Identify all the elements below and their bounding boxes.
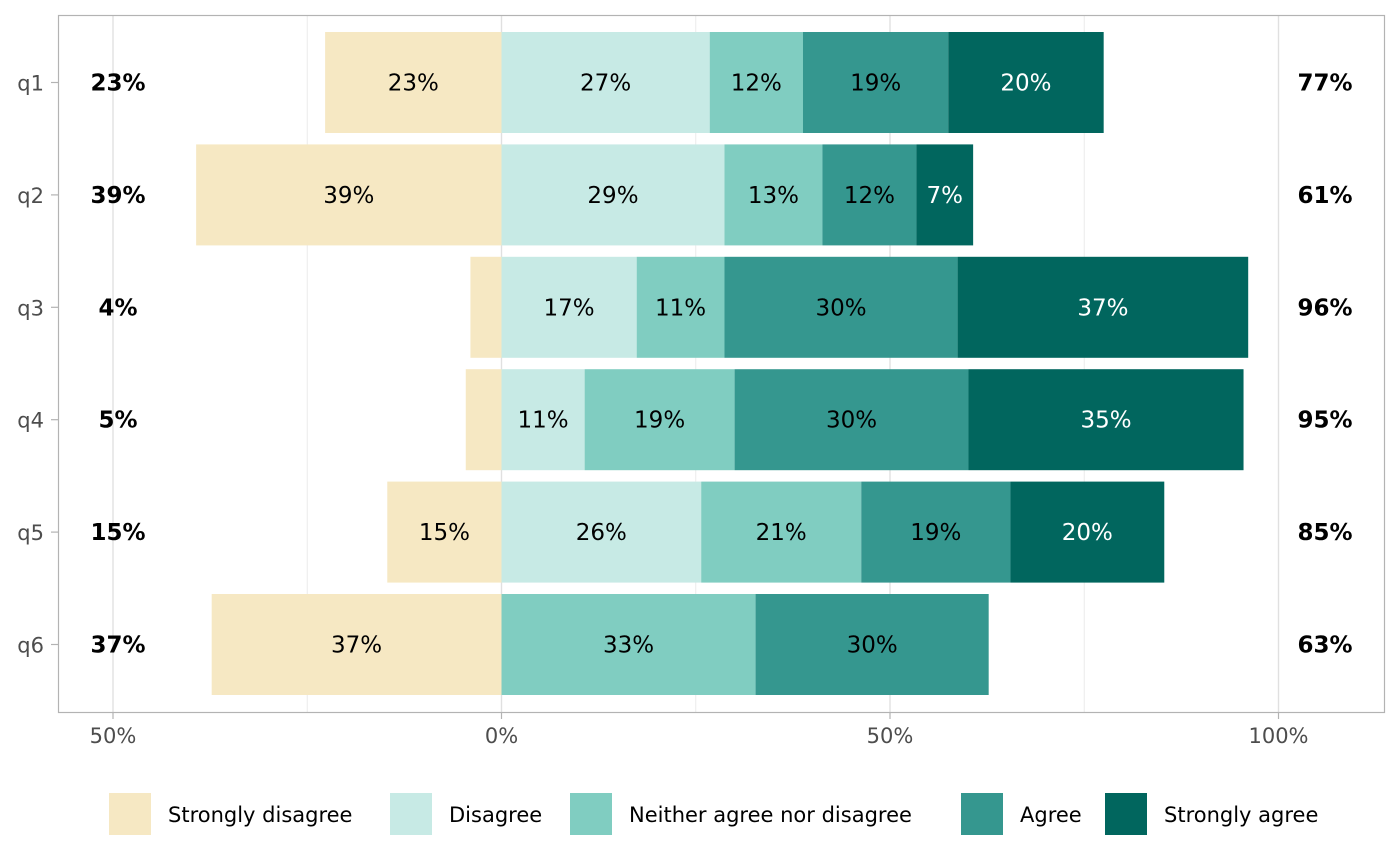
segment-value-label: 13% (748, 183, 799, 209)
segment-value-label: 27% (580, 71, 631, 97)
segment-value-label: 21% (756, 520, 807, 546)
bar-segment-agree (822, 144, 917, 246)
bar-segment-strongly-agree (916, 144, 974, 246)
bar-segment-agree (755, 594, 989, 695)
totals: 23% 77% 39% 61% 4% 96% 5% 95% 15% 85% 37% 63% (90, 71, 1352, 659)
legend-item: Neither agree nor disagree (570, 793, 912, 835)
legend-label: Strongly disagree (168, 803, 352, 827)
legend-label: Strongly agree (1164, 803, 1318, 827)
y-tick-label: q5 (17, 521, 44, 545)
bar-segment-strongly-disagree (387, 481, 502, 583)
bars (196, 32, 1249, 695)
bar-segment-neither-agree-nor-disagree (724, 144, 823, 246)
right-total-label: 95% (1297, 408, 1352, 434)
legend-key (109, 793, 151, 835)
segment-value-label: 12% (731, 71, 782, 97)
bar-segment-strongly-disagree (465, 369, 502, 471)
bar-segment-strongly-agree (968, 369, 1244, 471)
segment-value-label: 30% (847, 633, 898, 659)
bar-segment-disagree (501, 256, 637, 358)
x-tick-label: 100% (1248, 724, 1308, 748)
segment-value-label: 7% (927, 183, 964, 209)
legend-key (390, 793, 432, 835)
bar-segment-agree (734, 369, 969, 471)
right-total-label: 77% (1297, 71, 1352, 97)
segment-value-label: 30% (826, 408, 877, 434)
legend-label: Agree (1020, 803, 1082, 827)
bar-segment-strongly-agree (948, 32, 1104, 133)
bar-segment-strongly-disagree (196, 144, 502, 246)
y-tick-label: q4 (17, 409, 44, 433)
legend-item: Strongly disagree (109, 793, 352, 835)
y-tick-label: q6 (17, 634, 44, 658)
x-tick-label: 50% (90, 724, 137, 748)
right-total-label: 96% (1297, 295, 1352, 321)
segment-value-label: 29% (587, 183, 638, 209)
y-tick-label: q1 (17, 72, 44, 96)
right-total-label: 63% (1297, 633, 1352, 659)
segment-value-label: 17% (544, 295, 595, 321)
segment-value-label: 11% (655, 295, 706, 321)
legend-label: Neither agree nor disagree (629, 803, 912, 827)
left-total-label: 37% (90, 633, 145, 659)
y-tick-label: q3 (17, 296, 44, 320)
bar-segment-disagree (501, 32, 710, 133)
segment-value-label: 23% (388, 71, 439, 97)
right-total-label: 85% (1297, 520, 1352, 546)
bar-segment-strongly-disagree (470, 256, 502, 358)
bar-segment-agree (861, 481, 1011, 583)
bar-segment-neither-agree-nor-disagree (709, 32, 803, 133)
left-total-label: 5% (98, 408, 137, 434)
bar-segment-disagree (501, 369, 585, 471)
segment-value-label: 20% (1062, 520, 1113, 546)
legend-label: Disagree (449, 803, 542, 827)
legend: Strongly disagree Disagree Neither agree n… (109, 793, 1318, 835)
segment-value-label: 20% (1000, 71, 1051, 97)
y-tick-label: q2 (17, 184, 44, 208)
left-total-label: 4% (98, 295, 137, 321)
bar-segment-disagree (501, 144, 725, 246)
segment-value-label: 11% (518, 408, 569, 434)
segment-value-label: 26% (576, 520, 627, 546)
panel-border (57, 14, 1386, 714)
bar-segment-neither-agree-nor-disagree (701, 481, 862, 583)
legend-item: Agree (961, 793, 1082, 835)
segment-value-label: 12% (844, 183, 895, 209)
segment-value-label: 15% (419, 520, 470, 546)
segment-value-label: 19% (850, 71, 901, 97)
bar-segment-strongly-disagree (211, 594, 502, 695)
bar-segment-strongly-disagree (325, 32, 502, 133)
left-total-label: 39% (90, 183, 145, 209)
bar-segment-neither-agree-nor-disagree (584, 369, 735, 471)
legend-key (1105, 793, 1147, 835)
x-tick-label: 50% (867, 724, 914, 748)
segment-value-label: 19% (634, 408, 685, 434)
left-total-label: 23% (90, 71, 145, 97)
right-total-label: 61% (1297, 183, 1352, 209)
bar-segment-agree (802, 32, 949, 133)
segment-value-label: 19% (910, 520, 961, 546)
legend-item: Disagree (390, 793, 542, 835)
segment-value-label: 33% (603, 633, 654, 659)
segment-value-label: 35% (1080, 408, 1131, 434)
bar-segment-disagree (501, 481, 702, 583)
segment-value-label: 39% (323, 183, 374, 209)
axes: q1 q2 q3 q4 q5 q6 50% 0% 50% 100% (17, 72, 1308, 749)
x-tick-label: 0% (485, 724, 518, 748)
segment-value-label: 37% (331, 633, 382, 659)
bar-segment-strongly-agree (1010, 481, 1165, 583)
bar-segment-neither-agree-nor-disagree (636, 256, 725, 358)
legend-key (961, 793, 1003, 835)
bar-segment-neither-agree-nor-disagree (501, 594, 756, 695)
bar-segment-agree (724, 256, 958, 358)
legend-item: Strongly agree (1105, 793, 1318, 835)
legend-key (570, 793, 612, 835)
left-total-label: 15% (90, 520, 145, 546)
bar-segment-strongly-agree (957, 256, 1249, 358)
segment-value-label: 30% (815, 295, 866, 321)
segment-labels: 23% 27% 12% 19% 20% 39% 29% 13% 12% 7% 17% 11% 30% 37… (323, 71, 1131, 659)
segment-value-label: 37% (1077, 295, 1128, 321)
